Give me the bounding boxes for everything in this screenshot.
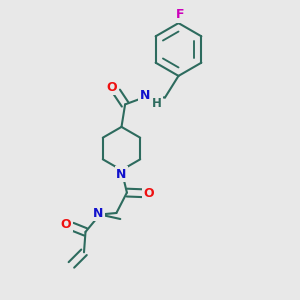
Text: H: H	[152, 97, 162, 110]
Text: O: O	[61, 218, 71, 231]
Text: N: N	[140, 89, 150, 102]
Text: N: N	[93, 207, 103, 220]
Text: O: O	[106, 81, 117, 94]
Text: N: N	[116, 168, 127, 181]
Text: F: F	[176, 8, 184, 22]
Text: O: O	[143, 187, 154, 200]
